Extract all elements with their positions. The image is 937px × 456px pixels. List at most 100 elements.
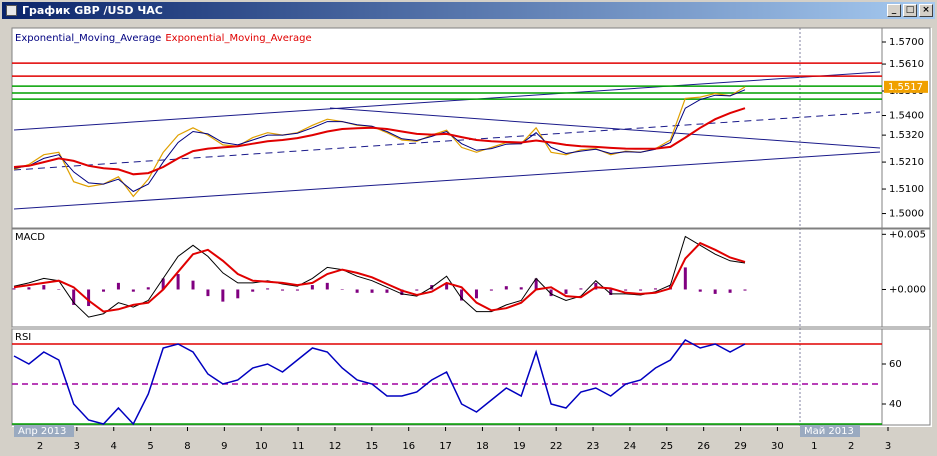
x-tick-label: 2	[848, 441, 854, 452]
histogram-bar	[549, 289, 553, 297]
y-tick-label: +0.005	[889, 229, 926, 240]
histogram-bar	[340, 289, 344, 290]
histogram-bar	[27, 287, 31, 290]
histogram-bar	[594, 282, 598, 290]
x-axis-area	[12, 427, 932, 453]
x-tick-label: 12	[329, 441, 342, 452]
histogram-bar	[57, 289, 61, 290]
histogram-bar	[281, 289, 285, 291]
histogram-bar	[236, 289, 240, 299]
histogram-bar	[519, 287, 523, 290]
pane-border	[11, 27, 931, 229]
month-box	[800, 425, 860, 437]
y-tick-label: 1.5000	[889, 209, 924, 220]
x-tick-label: 24	[624, 441, 637, 452]
histogram-bar	[534, 278, 538, 290]
x-tick-label: 2	[37, 441, 43, 452]
histogram-bar	[460, 289, 464, 301]
pane-border	[11, 228, 931, 328]
histogram-bar	[728, 289, 732, 293]
histogram-bar	[713, 289, 717, 294]
x-tick-label: 3	[74, 441, 80, 452]
histogram-bar	[176, 274, 180, 290]
pane-title: MACD	[15, 232, 45, 243]
x-tick-label: 22	[550, 441, 563, 452]
histogram-bar	[370, 289, 374, 293]
x-tick-label: 3	[885, 441, 891, 452]
histogram-bar	[251, 289, 255, 292]
histogram-bar	[698, 289, 702, 292]
histogram-bar	[653, 288, 657, 290]
x-tick-label: 16	[402, 441, 415, 452]
x-tick-label: 10	[255, 441, 268, 452]
legend-entry: Exponential_Moving_Average	[15, 33, 161, 44]
histogram-bar	[161, 278, 165, 290]
close-button[interactable]: ×	[919, 4, 933, 17]
series-line	[13, 241, 746, 313]
window-icon	[6, 5, 17, 16]
y-tick-label: 1.5400	[889, 111, 924, 122]
trend-line	[13, 151, 881, 210]
histogram-bar	[131, 289, 135, 292]
x-tick-label: 15	[365, 441, 378, 452]
histogram-bar	[146, 287, 150, 290]
histogram-bar	[445, 282, 449, 290]
histogram-bar	[116, 282, 120, 290]
legend: Exponential_Moving_Average Exponential_Mo…	[15, 33, 312, 44]
x-tick-label: 11	[292, 441, 305, 452]
series-line	[13, 107, 746, 176]
histogram-bar	[102, 289, 106, 292]
series-line	[13, 235, 746, 318]
histogram-bar	[72, 289, 76, 305]
histogram-bar	[474, 289, 478, 299]
histogram-bar	[489, 289, 493, 291]
histogram-bar	[206, 289, 210, 297]
month-label: Апр 2013	[18, 426, 66, 437]
histogram-bar	[415, 289, 419, 291]
x-tick-label: 25	[660, 441, 673, 452]
x-tick-label: 4	[111, 441, 117, 452]
histogram-bar	[87, 289, 91, 307]
histogram-bar	[191, 280, 195, 290]
x-tick-label: 26	[697, 441, 710, 452]
x-tick-label: 8	[184, 441, 190, 452]
x-tick-label: 17	[439, 441, 452, 452]
histogram-bar	[504, 286, 508, 290]
histogram-bar	[310, 285, 314, 290]
pane-title: RSI	[15, 332, 31, 343]
x-tick-label: 9	[221, 441, 227, 452]
x-tick-label: 19	[513, 441, 526, 452]
minimize-button[interactable]: _	[887, 4, 901, 17]
y-tick-label: 60	[889, 359, 902, 370]
x-tick-label: 29	[734, 441, 747, 452]
histogram-bar	[266, 288, 270, 290]
histogram-bar	[295, 289, 299, 291]
x-tick-label: 1	[811, 441, 817, 452]
histogram-bar	[609, 289, 613, 295]
histogram-bar	[579, 288, 583, 290]
month-box	[14, 425, 74, 437]
histogram-bar	[385, 289, 389, 293]
trend-line	[13, 71, 881, 131]
histogram-bar	[564, 289, 568, 294]
histogram-bar	[639, 289, 643, 291]
histogram-bar	[325, 282, 329, 290]
maximize-button[interactable]: □	[903, 4, 917, 17]
price-label-box	[884, 80, 928, 93]
histogram-bar	[683, 267, 687, 290]
y-tick-label: 1.5100	[889, 184, 924, 195]
y-tick-label: +0.000	[889, 284, 926, 295]
histogram-bar	[42, 285, 46, 290]
price-label: 1.5517	[888, 82, 923, 93]
histogram-bar	[12, 288, 16, 290]
series-line	[13, 339, 746, 426]
pane-border	[11, 328, 931, 426]
trend-line	[329, 107, 881, 149]
y-tick-label: 1.5700	[889, 37, 924, 48]
title-bar: График GBP /USD ЧАС _ □ ×	[2, 2, 935, 19]
window-title: График GBP /USD ЧАС	[22, 4, 163, 17]
histogram-bar	[355, 289, 359, 293]
histogram-bar	[400, 289, 404, 295]
histogram-bar	[624, 289, 628, 291]
